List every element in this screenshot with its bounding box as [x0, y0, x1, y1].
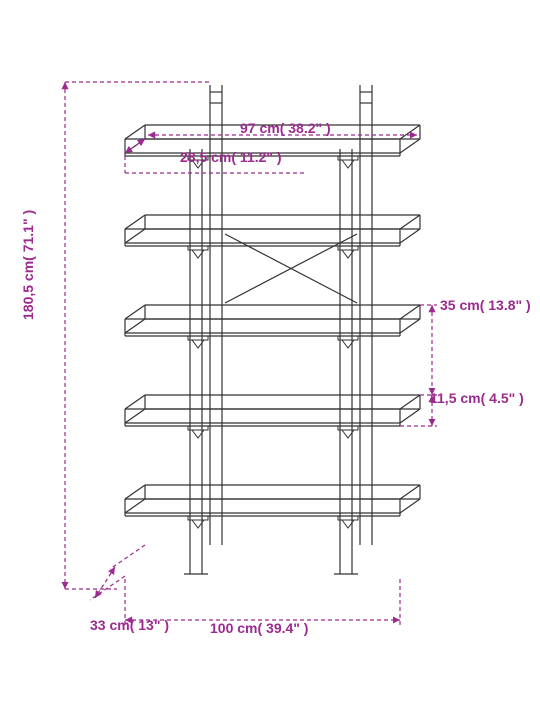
dim-label-shelf_spacing: 35 cm( 13.8" ) [440, 297, 531, 313]
shelf-diagram [0, 0, 540, 720]
dim-label-depth: 33 cm( 13" ) [90, 617, 169, 633]
dim-label-width: 100 cm( 39.4" ) [210, 620, 308, 636]
dim-label-shelf_width: 97 cm( 38.2" ) [240, 120, 331, 136]
dim-label-shelf_depth: 28,5 cm( 11.2" ) [180, 149, 282, 165]
dim-label-height: 180,5 cm( 71.1" ) [20, 210, 36, 320]
dim-label-shelf_height: 11,5 cm( 4.5" ) [430, 390, 524, 406]
